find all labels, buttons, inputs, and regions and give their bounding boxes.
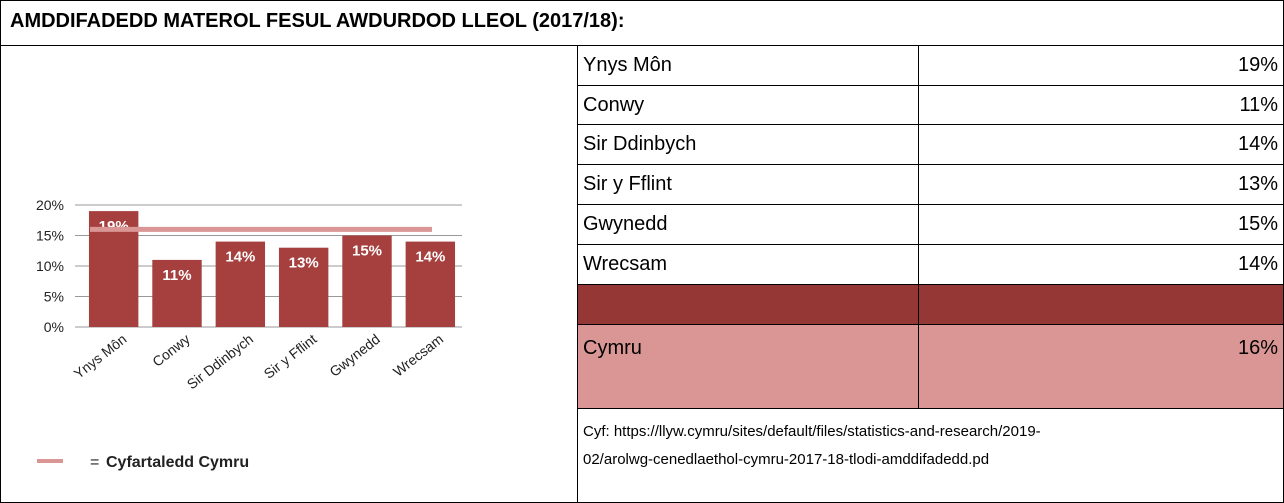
x-tick-label: Wrecsam — [390, 331, 446, 380]
border — [0, 45, 1284, 46]
row-value: 11% — [1239, 94, 1278, 116]
source-line: 02/arolwg-cenedlaethol-cymru-2017-18-tlo… — [583, 451, 990, 468]
x-tick-label: Gwynedd — [326, 331, 382, 380]
border — [0, 0, 1284, 1]
row-border — [577, 408, 1284, 409]
bar — [405, 241, 456, 327]
data-label: 14% — [225, 249, 255, 266]
separator-row — [578, 284, 1284, 324]
data-label: 19% — [99, 218, 129, 235]
title-row: AMDDIFADEDD MATEROL FESUL AWDURDOD LLEOL… — [0, 0, 1284, 45]
row-value: 13% — [1237, 173, 1278, 195]
x-tick-label: Sir Ddinbych — [184, 331, 256, 392]
row-value: 14% — [1237, 253, 1278, 275]
x-tick-label: Ynys Môn — [71, 331, 130, 382]
chart: 0% 5% 10% 15% 20% 19% Ynys Môn 11% Conwy 14% Sir D… — [36, 197, 462, 471]
y-tick-label: 15% — [36, 228, 64, 244]
border — [0, 0, 1, 503]
data-label: 14% — [415, 249, 445, 266]
source: Cyf: https://llyw.cymru/sites/default/fi… — [583, 418, 1041, 474]
x-tick-label: Sir y Fflint — [261, 331, 320, 382]
row-name: Gwynedd — [583, 213, 668, 235]
total-row — [578, 324, 1284, 408]
row-value: 14% — [1237, 133, 1278, 155]
x-tick-label: Conwy — [149, 331, 193, 370]
row-name: Conwy — [583, 94, 645, 116]
bar — [152, 259, 202, 327]
bar — [215, 241, 266, 327]
total-value: 16% — [1237, 337, 1278, 359]
border — [918, 45, 919, 408]
row-name: Ynys Môn — [583, 54, 672, 76]
row-border — [577, 244, 1284, 245]
row-border — [577, 204, 1284, 205]
row-border — [577, 164, 1284, 165]
bar — [342, 235, 392, 327]
data-label: 11% — [162, 267, 191, 284]
row-border — [577, 124, 1284, 125]
row-name: Wrecsam — [583, 253, 668, 275]
row-name: Sir y Fflint — [583, 173, 672, 195]
legend-label: Cyfartaledd Cymru — [106, 454, 249, 471]
row-border — [577, 85, 1284, 86]
title: AMDDIFADEDD MATEROL FESUL AWDURDOD LLEOL… — [10, 10, 625, 32]
total-name: Cymru — [583, 337, 642, 359]
border — [577, 45, 578, 503]
row-value: 15% — [1237, 213, 1278, 235]
row-border — [577, 284, 1284, 285]
data-label: 15% — [352, 243, 382, 260]
y-tick-label: 0% — [44, 319, 64, 335]
row-border — [577, 324, 1284, 325]
row-value: 19% — [1237, 54, 1278, 76]
legend-symbol: = — [90, 454, 99, 471]
row-name: Sir Ddinbych — [583, 133, 697, 155]
y-tick-label: 5% — [44, 289, 64, 305]
bar — [278, 247, 329, 327]
source-line: Cyf: https://llyw.cymru/sites/default/fi… — [583, 423, 1041, 440]
y-tick-label: 20% — [36, 197, 64, 213]
y-tick-label: 10% — [36, 258, 64, 274]
data-label: 13% — [289, 255, 319, 272]
